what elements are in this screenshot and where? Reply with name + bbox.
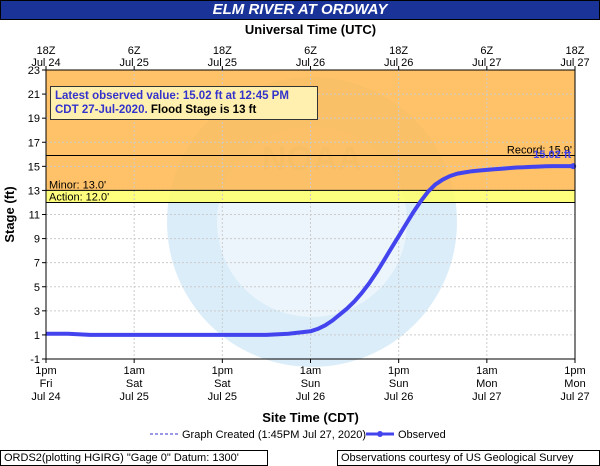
bottom-tick-label-date: Jul 27 [472,391,501,403]
latest-value-label: 15.02 ft [533,149,571,161]
y-tick-label: 15 [28,161,40,173]
top-tick-label-time: 18Z [566,45,585,57]
bottom-tick-label-day: Mon [564,378,585,390]
top-tick-label-time: 18Z [37,45,56,57]
legend-observed-marker [377,431,383,437]
bottom-tick-label-day: Sat [214,378,231,390]
bottom-tick-label-day: Fri [40,378,53,390]
bottom-tick-label-date: Jul 27 [560,391,589,403]
bottom-tick-label-day: Sun [389,378,409,390]
threshold-label: Record: 15.9' [507,144,572,156]
top-tick-label-date: Jul 25 [119,57,148,69]
top-tick-label-date: Jul 27 [472,57,501,69]
y-tick-label: 23 [28,65,40,77]
bottom-tick-label-time: 1pm [388,365,409,377]
bottom-tick-label-time: 1am [300,365,321,377]
y-tick-label: 5 [34,282,40,294]
top-tick-label-time: 18Z [389,45,408,57]
callout-line2-flood: Flood Stage is 13 ft [147,104,257,116]
bottom-tick-label-time: 1pm [35,365,56,377]
y-tick-label: 1 [34,330,40,342]
y-tick-label: 7 [34,258,40,270]
callout-line2-date: CDT 27-Jul-2020. [55,104,148,116]
bottom-tick-label-date: Jul 24 [31,391,60,403]
top-tick-label-time: 6Z [128,45,141,57]
bottom-tick-label-time: 1am [476,365,497,377]
chart-title: ELM RIVER AT ORDWAY [0,0,600,20]
flood-band-minor [46,190,575,203]
threshold-label: Action: 12.0' [49,191,109,203]
legend-created-label: Graph Created (1:45PM Jul 27, 2020) [182,429,366,441]
series-line-observed [46,164,574,337]
footer-datum: ORDS2(plotting HGIRG) "Gage 0" Datum: 13… [0,450,268,466]
footer-source: Observations courtesy of US Geological S… [337,450,600,466]
bottom-tick-label-date: Jul 26 [296,391,325,403]
bottom-tick-label-date: Jul 25 [208,391,237,403]
legend-observed-label: Observed [398,429,446,441]
flood-band-moderate [46,155,575,191]
y-axis-label: Stage (ft) [2,186,17,242]
bottom-tick-label-date: Jul 26 [384,391,413,403]
top-tick-label-time: 6Z [304,45,317,57]
top-axis-title: Universal Time (UTC) [245,22,376,37]
bottom-tick-label-day: Mon [476,378,497,390]
bottom-tick-label-day: Sun [301,378,321,390]
top-tick-label-time: 18Z [213,45,232,57]
bottom-tick-label-time: 1am [123,365,144,377]
top-tick-label-date: Jul 27 [560,57,589,69]
bottom-tick-label-time: 1pm [564,365,585,377]
top-tick-label-date: Jul 24 [31,57,60,69]
bottom-tick-label-date: Jul 25 [119,391,148,403]
top-tick-label-date: Jul 26 [296,57,325,69]
top-tick-label-time: 6Z [480,45,493,57]
latest-value-callout: Latest observed value: 15.02 ft at 12:45… [50,86,318,120]
top-tick-label-date: Jul 25 [208,57,237,69]
bottom-tick-label-day: Sat [126,378,143,390]
y-tick-label: 21 [28,89,40,101]
x-axis-label: Site Time (CDT) [262,410,359,425]
y-tick-label: 17 [28,137,40,149]
y-tick-label: 13 [28,185,40,197]
y-tick-label: 3 [34,306,40,318]
top-tick-label-date: Jul 26 [384,57,413,69]
y-tick-label: 11 [29,210,40,222]
threshold-label: Minor: 13.0' [49,179,106,191]
bottom-tick-label-time: 1pm [212,365,233,377]
y-tick-label: 9 [34,234,40,246]
y-tick-label: -1 [30,354,40,366]
callout-line1: Latest observed value: 15.02 ft at 12:45… [55,90,289,102]
y-tick-label: 19 [28,113,40,125]
